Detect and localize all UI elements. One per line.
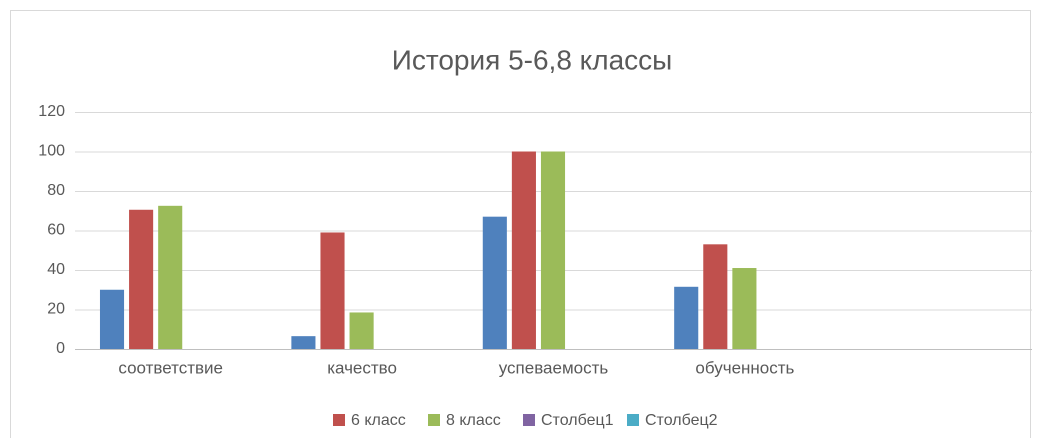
legend-label: 6 класс [351,412,406,429]
y-tick-label: 100 [38,143,65,160]
bar [511,151,536,349]
legend-swatch [523,414,535,426]
x-tick-label: успеваемость [499,358,609,377]
bar [349,312,374,349]
bar [291,336,316,349]
x-tick-label: соответствие [118,358,223,377]
bar [158,205,183,349]
y-tick-label: 20 [47,301,65,318]
bar [540,151,566,349]
bar [99,289,125,349]
chart-title: История 5-6,8 классы [392,44,673,75]
y-tick-label: 40 [47,261,65,278]
y-tick-label: 120 [38,103,65,120]
x-tick-label: качество [327,358,397,377]
bar [129,209,154,349]
legend-swatch [627,414,639,426]
bar [732,268,757,349]
x-tick-label: обученность [695,358,794,377]
legend-label: Столбец2 [645,412,718,429]
bar [703,244,728,349]
legend-swatch [333,414,345,426]
bar [320,232,345,349]
bar [674,286,699,349]
bar [482,216,507,349]
legend-label: Столбец1 [541,412,614,429]
y-tick-label: 60 [47,222,65,239]
y-tick-label: 0 [56,340,65,357]
y-tick-label: 80 [47,182,65,199]
legend-swatch [428,414,440,426]
legend-label: 8 класс [446,412,501,429]
